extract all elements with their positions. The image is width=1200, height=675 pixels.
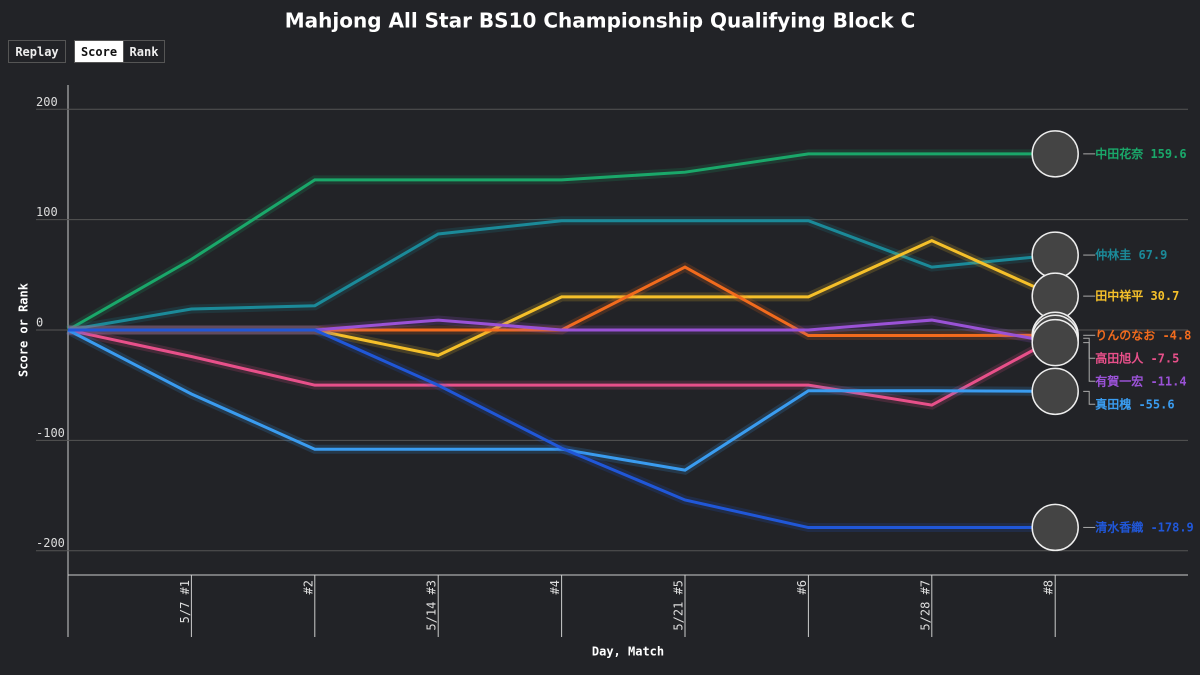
space — [1131, 397, 1138, 411]
value-label: -178.9 — [1150, 520, 1193, 534]
end-label: 清水香織 -178.9 — [1095, 519, 1194, 534]
space — [1131, 248, 1138, 262]
value-label: 30.7 — [1150, 289, 1179, 303]
x-axis-title: Day, Match — [592, 645, 664, 659]
replay-button[interactable]: Replay — [8, 40, 66, 63]
y-axis-title: Score or Rank — [17, 282, 31, 377]
series-name: りんのなお — [1095, 328, 1155, 342]
value-label: 159.6 — [1150, 146, 1186, 160]
space — [1143, 289, 1150, 303]
space — [1143, 351, 1150, 365]
series-line — [67, 219, 1056, 332]
series-name: 清水香織 — [1095, 519, 1143, 534]
series-name: 田中祥平 — [1095, 288, 1143, 303]
avatar — [1031, 503, 1079, 552]
x-tick-label: 5/7 #1 — [178, 580, 192, 623]
y-tick-label: 200 — [36, 95, 58, 109]
avatar — [1031, 130, 1079, 178]
label-leader — [1083, 390, 1096, 405]
chart-title: Mahjong All Star BS10 Championship Quali… — [285, 9, 916, 33]
value-label: -4.8 — [1162, 328, 1191, 342]
x-tick-label: 5/21 #5 — [672, 580, 686, 631]
x-tick-label: #8 — [1042, 580, 1056, 594]
y-tick-label: 100 — [36, 205, 58, 219]
y-tick-label: -200 — [36, 536, 65, 550]
end-label: 有賀一宏 -11.4 — [1095, 373, 1186, 388]
series-line — [68, 328, 1056, 530]
series-name: 真田槐 — [1095, 396, 1131, 411]
rank-button[interactable]: Rank — [123, 40, 165, 63]
label-leader — [1083, 342, 1096, 382]
y-tick-label: -100 — [36, 426, 65, 440]
space — [1143, 146, 1150, 160]
end-label: りんのなお -4.8 — [1095, 328, 1191, 342]
avatar — [1031, 318, 1079, 367]
score-button[interactable]: Score — [74, 40, 124, 63]
y-tick-label: 0 — [36, 316, 43, 330]
end-label: 真田槐 -55.6 — [1095, 396, 1174, 411]
value-label: 67.9 — [1138, 248, 1167, 262]
x-tick-label: #6 — [795, 580, 809, 594]
x-tick-label: #4 — [548, 580, 562, 594]
value-label: -55.6 — [1138, 397, 1174, 411]
space — [1143, 374, 1150, 388]
series-name: 中田花奈 — [1095, 145, 1144, 160]
value-label: -11.4 — [1150, 374, 1186, 388]
series-line — [67, 328, 1056, 407]
x-tick-label: 5/14 #3 — [425, 580, 439, 631]
avatar — [1031, 231, 1079, 279]
space — [1143, 520, 1150, 534]
end-label: 高田旭人 -7.5 — [1095, 350, 1179, 365]
value-label: -7.5 — [1150, 351, 1179, 365]
end-label: 仲林圭 67.9 — [1095, 247, 1167, 262]
end-label: 中田花奈 159.6 — [1095, 145, 1186, 160]
series-name: 仲林圭 — [1095, 247, 1131, 262]
series-name: 高田旭人 — [1095, 350, 1144, 365]
line-glow — [67, 216, 1056, 335]
series-line — [67, 152, 1056, 332]
x-tick-label: 5/28 #7 — [918, 580, 932, 631]
space — [1155, 328, 1162, 342]
x-tick-label: #2 — [301, 580, 315, 594]
series-name: 有賀一宏 — [1095, 373, 1143, 388]
end-label: 田中祥平 30.7 — [1095, 288, 1179, 303]
avatar — [1031, 367, 1079, 416]
